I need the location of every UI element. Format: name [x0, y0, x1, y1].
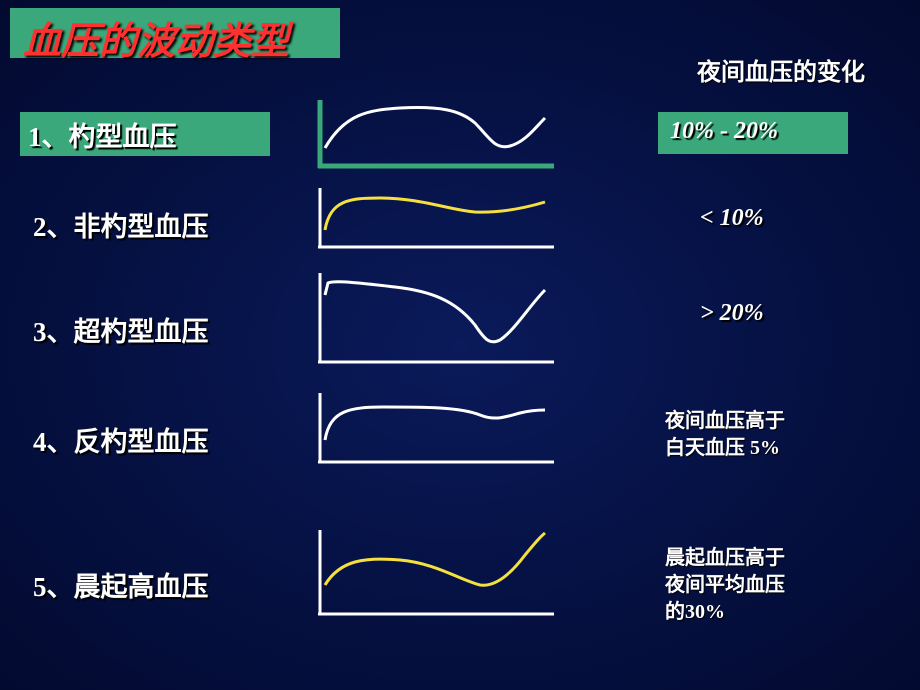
row2-label: 2、非杓型血压 — [33, 205, 209, 244]
row3-chart — [310, 265, 558, 373]
row4-label: 4、反杓型血压 — [33, 420, 209, 459]
row4-value: 夜间血压高于白天血压 5% — [665, 408, 785, 462]
curve — [325, 533, 545, 585]
row1-label: 1、杓型血压 — [28, 115, 177, 154]
curve — [325, 282, 545, 342]
row3-value: > 20% — [700, 300, 764, 327]
row5-label: 5、晨起高血压 — [33, 565, 209, 604]
row4-value-line1: 夜间血压高于白天血压 5% — [665, 410, 785, 459]
row1-value: 10% - 20% — [670, 118, 778, 145]
row4-chart — [310, 385, 558, 473]
curve — [325, 198, 545, 230]
row2-chart — [310, 180, 558, 258]
curve — [325, 108, 545, 148]
row1-chart — [310, 88, 558, 178]
slide-title: 血压的波动类型 — [15, 8, 305, 71]
title-text: 血压的波动类型 — [23, 21, 289, 63]
row5-chart — [310, 525, 558, 625]
row3-label: 3、超杓型血压 — [33, 310, 209, 349]
row5-value-text: 晨起血压高于夜间平均血压的30% — [665, 547, 785, 623]
curve — [325, 407, 545, 440]
slide: 血压的波动类型 夜间血压的变化 1、杓型血压 10% - 20% 2、非杓型血压… — [0, 0, 920, 690]
row5-value: 晨起血压高于夜间平均血压的30% — [665, 545, 785, 626]
row2-value: < 10% — [700, 205, 764, 232]
slide-subtitle: 夜间血压的变化 — [697, 52, 865, 87]
